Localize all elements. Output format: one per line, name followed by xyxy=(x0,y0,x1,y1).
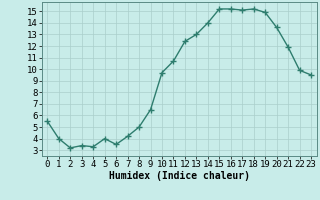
X-axis label: Humidex (Indice chaleur): Humidex (Indice chaleur) xyxy=(109,171,250,181)
